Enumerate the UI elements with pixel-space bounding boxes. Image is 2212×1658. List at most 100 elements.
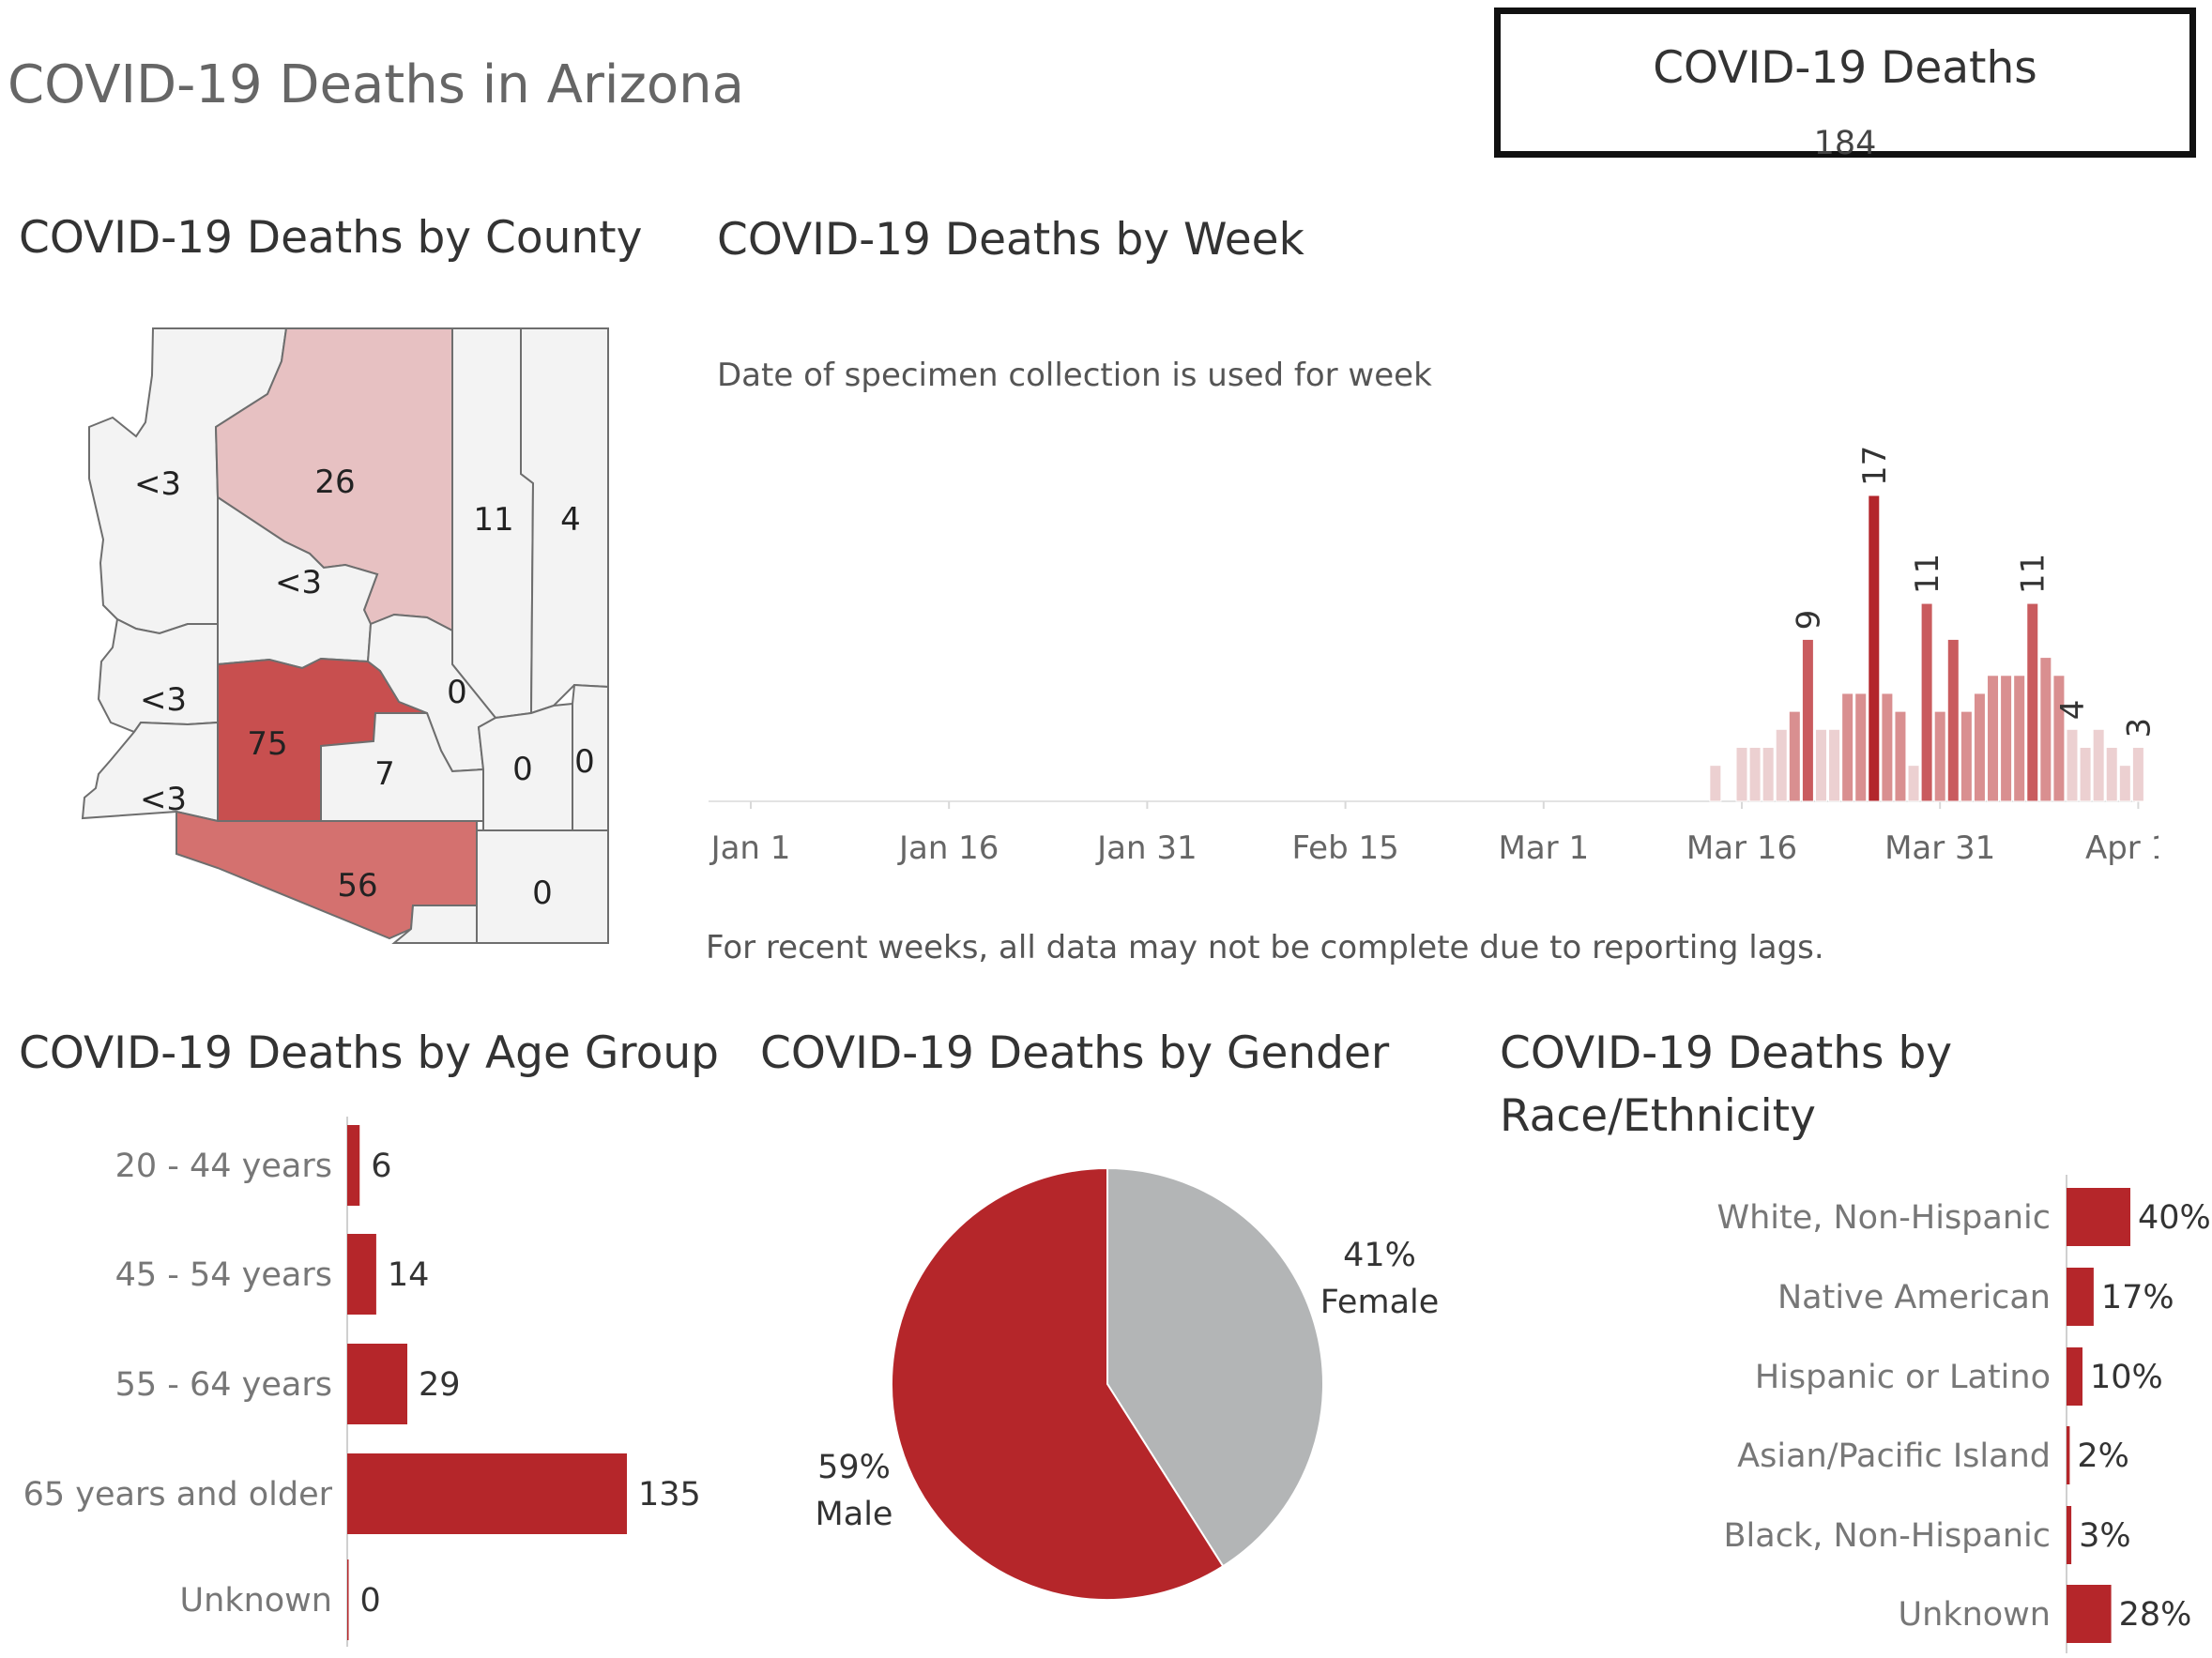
age-category-label: 45 - 54 years (115, 1256, 332, 1294)
pie-slice-female (1106, 1166, 1324, 1568)
week-bar (1735, 746, 1748, 802)
race-bar (2067, 1506, 2072, 1564)
age-bar-label: 135 (638, 1476, 701, 1513)
age-bar-label: 0 (360, 1582, 381, 1620)
age-category-label: 65 years and older (23, 1476, 333, 1513)
age-category-label: 20 - 44 years (115, 1148, 332, 1185)
week-bar (1973, 692, 1986, 802)
age-category-label: 55 - 64 years (115, 1366, 332, 1404)
week-bar-label: 17 (1856, 446, 1894, 486)
county-label: 4 (560, 501, 581, 539)
gender-chart: 41% Female 59% Male (816, 1166, 1440, 1601)
race-category-label: Native American (1777, 1279, 2051, 1316)
county-greenlee[interactable] (572, 683, 609, 831)
week-bar-label: 9 (1790, 610, 1827, 631)
county-label: 11 (473, 501, 513, 539)
x-tick-label: Mar 31 (1884, 829, 1995, 867)
week-bar (2118, 765, 2131, 802)
county-label: 0 (447, 674, 467, 711)
county-label: 0 (512, 751, 533, 788)
week-bar (1709, 765, 1722, 802)
county-label: 56 (337, 867, 377, 905)
week-bar (1854, 692, 1868, 802)
age-bar (347, 1559, 349, 1640)
age-bar (347, 1234, 376, 1315)
race-chart-title-line1: COVID-19 Deaths by (1500, 1027, 1953, 1079)
week-bar (2066, 728, 2079, 802)
week-bar (2079, 746, 2092, 802)
week-chart: Jan 1 Jan 16 Jan 31 Feb 15 Mar 1 Mar 16 Mar 31… (709, 446, 2159, 867)
week-bar (1881, 692, 1894, 802)
week-bar-label: 3 (2120, 718, 2158, 738)
x-tick-label: Jan 16 (897, 829, 999, 867)
county-title: COVID-19 Deaths by County (19, 212, 643, 264)
week-chart-footnote: For recent weeks, all data may not be co… (706, 929, 1824, 966)
pie-name-label: Male (816, 1496, 893, 1533)
race-bar (2067, 1268, 2094, 1326)
age-bar-label: 29 (419, 1366, 461, 1404)
county-label: <3 (275, 564, 322, 601)
week-bar (2026, 602, 2039, 802)
pie-name-label: Female (1320, 1284, 1440, 1321)
x-tick-label: Feb 15 (1291, 829, 1398, 867)
race-category-label: Unknown (1899, 1596, 2051, 1634)
week-bar (2105, 746, 2118, 802)
race-chart-title-line2: Race/Ethnicity (1500, 1090, 1816, 1142)
week-bar (1868, 494, 1881, 802)
race-bar (2067, 1347, 2082, 1406)
week-bar-label: 4 (2054, 700, 2092, 721)
x-tick-label: Mar 16 (1686, 829, 1797, 867)
week-bar (2013, 675, 2026, 802)
county-label: 0 (574, 743, 595, 781)
x-tick-label: Apr 15 (2085, 829, 2159, 867)
county-label: <3 (140, 781, 187, 818)
kpi-card: COVID-19 Deaths 184 (1494, 8, 2196, 162)
county-yuma[interactable] (81, 721, 219, 823)
week-bar (1960, 710, 1973, 802)
week-bar (2131, 746, 2144, 802)
age-bar (347, 1125, 360, 1206)
week-bar (1920, 602, 1933, 802)
gender-chart-title: COVID-19 Deaths by Gender (760, 1027, 1390, 1079)
pie-percent-label: 59% (817, 1449, 891, 1486)
county-label: 0 (532, 875, 553, 912)
week-bar (1775, 728, 1788, 802)
week-bar (2039, 657, 2052, 802)
week-bar (1748, 746, 1762, 802)
race-chart: White, Non-Hispanic 40% Native American 17%… (1716, 1175, 2211, 1653)
week-chart-title: COVID-19 Deaths by Week (717, 214, 1304, 266)
age-bar-label: 6 (371, 1148, 391, 1185)
age-bar (347, 1344, 408, 1424)
race-category-label: Hispanic or Latino (1755, 1359, 2051, 1396)
age-chart-title: COVID-19 Deaths by Age Group (19, 1027, 719, 1079)
x-tick-label: Jan 1 (709, 829, 791, 867)
week-bar (2000, 675, 2013, 802)
county-label: <3 (134, 465, 181, 503)
week-bar-label: 11 (2015, 554, 2052, 594)
race-category-label: White, Non-Hispanic (1716, 1199, 2051, 1237)
county-cochise[interactable] (476, 829, 609, 944)
week-bar (2092, 728, 2105, 802)
week-bar (1987, 675, 2000, 802)
x-tick-label: Mar 1 (1499, 829, 1590, 867)
week-bar (1814, 728, 1827, 802)
dashboard-title: COVID-19 Deaths in Arizona (8, 54, 744, 115)
week-bar (1841, 692, 1854, 802)
county-label: 75 (247, 725, 287, 763)
race-bar (2067, 1426, 2070, 1484)
county-label: 7 (374, 755, 395, 793)
week-chart-subtitle: Date of specimen collection is used for … (717, 357, 1432, 394)
race-bar-label: 3% (2079, 1517, 2131, 1555)
county-label: 26 (314, 464, 355, 501)
age-bar-label: 14 (388, 1256, 430, 1294)
race-category-label: Asian/Pacific Island (1737, 1437, 2051, 1475)
age-chart: 20 - 44 years 6 45 - 54 years 14 55 - 64 yea… (23, 1117, 701, 1647)
race-bar-label: 17% (2101, 1279, 2174, 1316)
county-label: <3 (140, 681, 187, 719)
race-bar (2067, 1188, 2130, 1246)
week-bar (1933, 710, 1946, 802)
pie-slice-male (891, 1166, 1225, 1601)
week-bar (2052, 675, 2066, 802)
x-tick-label: Jan 31 (1095, 829, 1197, 867)
pie-percent-label: 41% (1343, 1237, 1416, 1274)
